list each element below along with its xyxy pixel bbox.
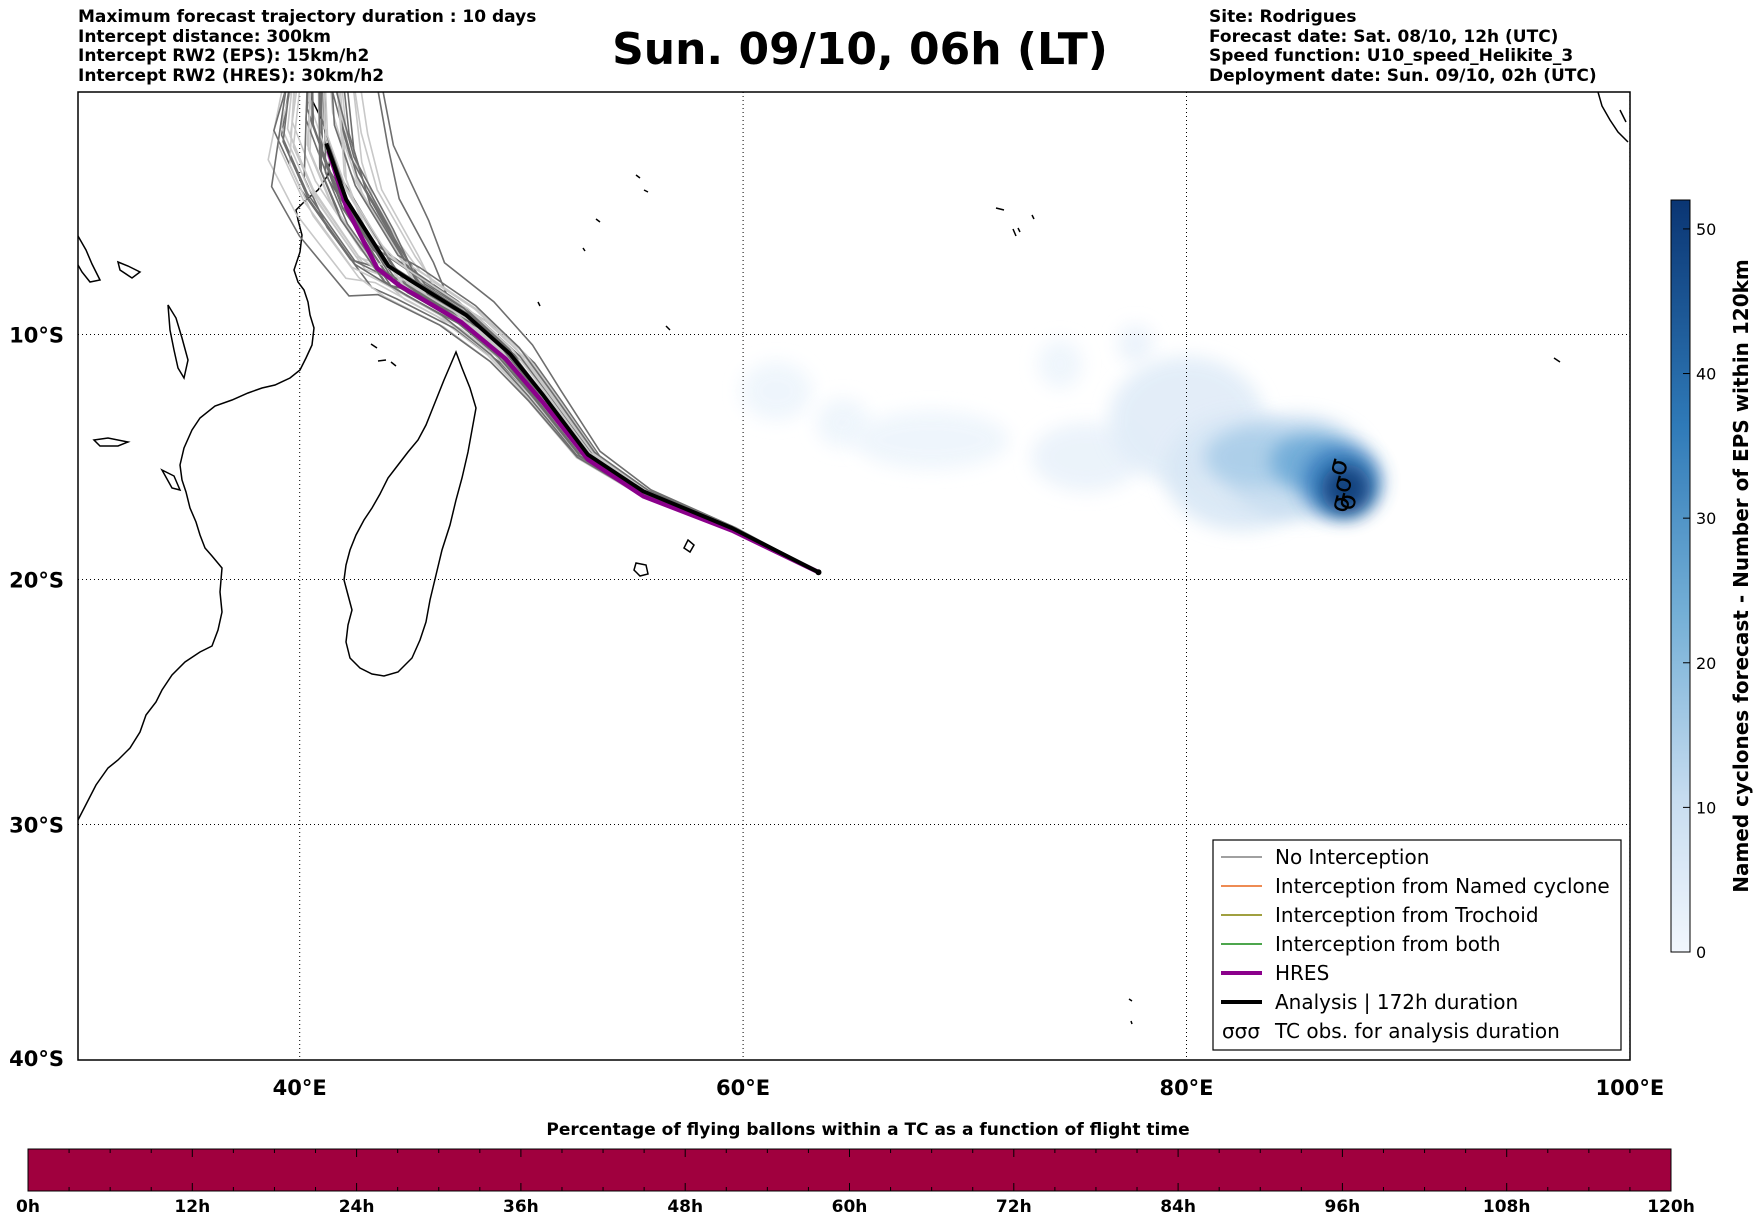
- east-africa-lakes: [92, 437, 182, 492]
- map-frame: [77, 91, 1631, 1061]
- latitude-tick-label: 30°S: [9, 814, 64, 838]
- header-intercept-distance: Intercept distance: 300km: [78, 26, 331, 47]
- header-deployment-date: Deployment date: Sun. 09/10, 02h (UTC): [1209, 65, 1597, 86]
- flight-time-tick-label: 0h: [16, 1197, 40, 1217]
- latitude-labels: 10°S 20°S 30°S 40°S: [9, 324, 64, 1071]
- tc-obs-symbol: σ: [1331, 490, 1364, 514]
- legend-label: TC obs. for analysis duration: [1274, 1019, 1560, 1043]
- colorbar-tick-label: 0: [1696, 943, 1706, 962]
- latitude-tick-label: 40°S: [9, 1047, 64, 1071]
- longitude-tick-label: 100°E: [1596, 1076, 1665, 1100]
- legend-swatch-symbol: σσσ: [1222, 1019, 1260, 1043]
- ensemble-trajectory: [382, 92, 819, 573]
- africa-coastline: [78, 92, 331, 821]
- legend-label: Interception from both: [1275, 932, 1501, 956]
- legend-label: Interception from Trochoid: [1275, 903, 1539, 927]
- density-blob: [853, 410, 1010, 470]
- header-left-info: Maximum forecast trajectory duration : 1…: [78, 7, 537, 86]
- mauritius-reunion: [633, 538, 695, 577]
- colorbar-title: Named cyclones forecast - Number of EPS …: [1729, 259, 1753, 893]
- longitude-tick-label: 80°E: [1159, 1076, 1213, 1100]
- arabia-coastline: [78, 235, 102, 283]
- colorbar-ticks: 0 10 20 30 40 50: [1683, 220, 1716, 962]
- hres-trajectory: [326, 150, 820, 575]
- flight-time-tick-label: 36h: [503, 1197, 539, 1217]
- flight-time-ticks: 0h 12h 24h 36h 48h 60h 72h 84h 96h 108h 120h: [16, 1149, 1695, 1217]
- analysis-trajectory: [324, 142, 820, 574]
- madagascar-channel-islands: [167, 304, 189, 380]
- colorbar-tick-label: 10: [1696, 798, 1716, 817]
- chagos-islands: [1012, 214, 1133, 1025]
- flight-time-tick-label: 24h: [339, 1197, 375, 1217]
- asia-coastline: [1553, 92, 1629, 363]
- latitude-tick-label: 10°S: [9, 324, 64, 348]
- madagascar-coastline: [343, 349, 477, 677]
- colorbar-tick-label: 40: [1696, 365, 1716, 384]
- density-blob: [1037, 339, 1083, 389]
- header-intercept-hres: Intercept RW2 (HRES): 30km/h2: [78, 65, 385, 86]
- horn-coastline: [116, 260, 142, 279]
- main-trajectories: [324, 142, 822, 576]
- flight-time-tick-label: 48h: [667, 1197, 703, 1217]
- flight-time-tick-label: 60h: [832, 1197, 868, 1217]
- flight-time-tick-label: 120h: [1647, 1197, 1695, 1217]
- legend-box: [1212, 839, 1622, 1051]
- tc-obs-symbol: σ: [1326, 473, 1359, 497]
- density-blob: [1117, 324, 1154, 364]
- longitude-tick-label: 40°E: [273, 1076, 327, 1100]
- page-title: Sun. 09/10, 06h (LT): [612, 24, 1108, 75]
- legend-label: HRES: [1275, 961, 1329, 985]
- colorbar-tick-label: 20: [1696, 654, 1716, 673]
- ensemble-trajectory: [331, 92, 819, 573]
- colorbar-tick-label: 50: [1696, 220, 1716, 239]
- tc-obs-symbol: σ: [1324, 492, 1357, 516]
- longitude-labels: 40°E 60°E 80°E 100°E: [273, 1076, 1665, 1100]
- legend-label: Analysis | 172h duration: [1275, 990, 1518, 1014]
- flight-time-tick-label: 84h: [1160, 1197, 1196, 1217]
- header-intercept-eps: Intercept RW2 (EPS): 15km/h2: [78, 46, 370, 66]
- header-right-info: Site: Rodrigues Forecast date: Sat. 08/1…: [1209, 7, 1597, 86]
- colorbar-tick-label: 30: [1696, 509, 1716, 528]
- flight-time-tick-label: 96h: [1325, 1197, 1361, 1217]
- seychelles-islands: [370, 174, 1021, 367]
- map-legend: No Interception Interception from Named c…: [1212, 839, 1622, 1051]
- density-colorbar: 0 10 20 30 40 50 Named cyclones forecast - Nu…: [1670, 199, 1753, 962]
- flight-time-tick-label: 108h: [1483, 1197, 1531, 1217]
- coastlines: [78, 92, 1629, 1025]
- flight-time-tick-label: 12h: [174, 1197, 210, 1217]
- header-max-duration: Maximum forecast trajectory duration : 1…: [78, 7, 537, 27]
- latitude-tick-label: 20°S: [9, 569, 64, 593]
- header-site: Site: Rodrigues: [1209, 7, 1357, 27]
- legend-label: No Interception: [1275, 845, 1429, 869]
- density-blob: [1321, 464, 1371, 514]
- longitude-tick-label: 60°E: [716, 1076, 770, 1100]
- tc-obs-symbol: σ: [1322, 455, 1355, 479]
- colorbar-gradient: [1670, 199, 1691, 953]
- header-speed-function: Speed function: U10_speed_Helikite_3: [1209, 46, 1574, 66]
- launch-point: [815, 569, 822, 576]
- density-blob: [740, 361, 812, 421]
- flight-time-tick-label: 72h: [996, 1197, 1032, 1217]
- header-forecast-date: Forecast date: Sat. 08/10, 12h (UTC): [1209, 26, 1559, 47]
- legend-label: Interception from Named cyclone: [1275, 874, 1610, 898]
- flight-time-bar: Percentage of flying ballons within a TC…: [16, 1120, 1695, 1217]
- flight-time-bar-title: Percentage of flying ballons within a TC…: [546, 1120, 1189, 1140]
